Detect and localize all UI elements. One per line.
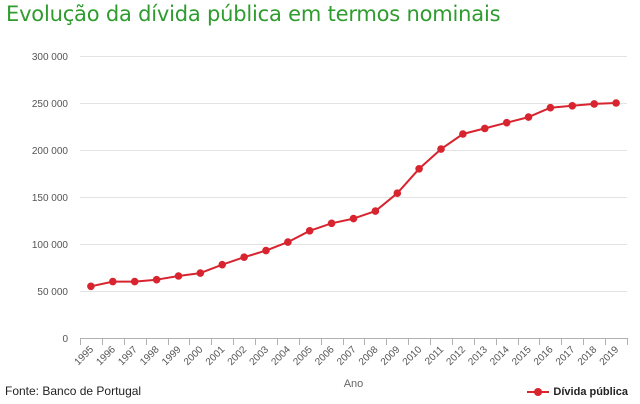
- y-tick-label: 0: [62, 334, 68, 345]
- y-tick-label: 50 000: [37, 287, 68, 298]
- x-tick-label: 2011: [423, 344, 446, 367]
- data-point: [568, 102, 577, 110]
- data-point: [174, 272, 183, 280]
- data-point: [218, 260, 226, 269]
- x-tick-label: 2018: [576, 344, 600, 368]
- data-point: [262, 246, 270, 255]
- grid-lines: [80, 56, 627, 339]
- y-tick-label: 250 000: [32, 99, 69, 110]
- data-point: [371, 207, 380, 215]
- data-point: [87, 282, 95, 291]
- series-points: [87, 99, 620, 291]
- data-point: [196, 269, 205, 277]
- x-tick-label: 2012: [445, 344, 469, 368]
- data-point: [459, 130, 467, 138]
- x-tick-label: 2010: [401, 344, 425, 368]
- x-tick-label: 2001: [204, 344, 228, 368]
- chart-title: Evolução da dívida pública em termos nom…: [6, 2, 501, 26]
- legend-marker-icon: [527, 387, 550, 397]
- x-tick-label: 2008: [357, 344, 381, 368]
- data-point: [502, 118, 511, 127]
- x-axis-title: Ano: [344, 378, 364, 390]
- data-point: [152, 275, 161, 284]
- x-tick-label: 2000: [182, 344, 206, 368]
- y-tick-label: 150 000: [32, 193, 69, 204]
- x-tick-label: 2014: [488, 344, 512, 368]
- data-point: [481, 124, 489, 133]
- data-point: [612, 99, 620, 107]
- data-point: [393, 189, 402, 197]
- x-tick-label: 2017: [554, 344, 578, 368]
- data-point: [284, 238, 292, 246]
- legend-label: Dívida pública: [553, 386, 628, 398]
- x-tick-label: 2003: [248, 344, 272, 368]
- x-tick-label: 2016: [532, 344, 556, 368]
- legend[interactable]: Dívida pública: [527, 386, 628, 398]
- data-point: [130, 277, 139, 286]
- x-tick-label: 1998: [138, 344, 162, 368]
- data-point: [305, 227, 314, 235]
- x-axis-ticks: 1995199619971998199920002001200220032004…: [73, 338, 628, 368]
- x-tick-label: 2004: [269, 344, 293, 368]
- x-tick-label: 2002: [226, 344, 250, 368]
- series-line: [90, 102, 617, 288]
- x-tick-label: 2007: [335, 344, 359, 368]
- data-point: [415, 165, 423, 173]
- x-tick-label: 2013: [466, 344, 490, 368]
- data-point: [109, 277, 117, 286]
- x-tick-label: 2005: [291, 344, 315, 368]
- y-tick-label: 200 000: [32, 146, 69, 157]
- y-axis-ticks: 0 50 000 100 000 150 000 200 000 250 000 300 0…: [32, 52, 69, 345]
- x-tick-label: 1999: [160, 344, 184, 368]
- x-tick-label: 2006: [313, 344, 337, 368]
- x-tick-label: 2009: [379, 344, 403, 368]
- x-tick-label: 2019: [598, 344, 622, 368]
- y-tick-label: 300 000: [32, 52, 69, 63]
- source-note: Fonte: Banco de Portugal: [5, 384, 142, 398]
- data-point: [349, 214, 358, 223]
- data-point: [327, 219, 336, 228]
- x-tick-label: 1997: [116, 344, 140, 368]
- data-point: [546, 103, 555, 112]
- x-tick-label: 1996: [94, 344, 118, 368]
- data-point: [590, 100, 598, 108]
- series-line-layer: [90, 102, 617, 288]
- data-point: [240, 253, 248, 261]
- x-tick-label: 2015: [510, 344, 534, 368]
- x-tick-label: 1995: [73, 344, 97, 368]
- data-point: [437, 145, 445, 153]
- data-point: [524, 113, 533, 121]
- y-tick-label: 100 000: [32, 240, 69, 251]
